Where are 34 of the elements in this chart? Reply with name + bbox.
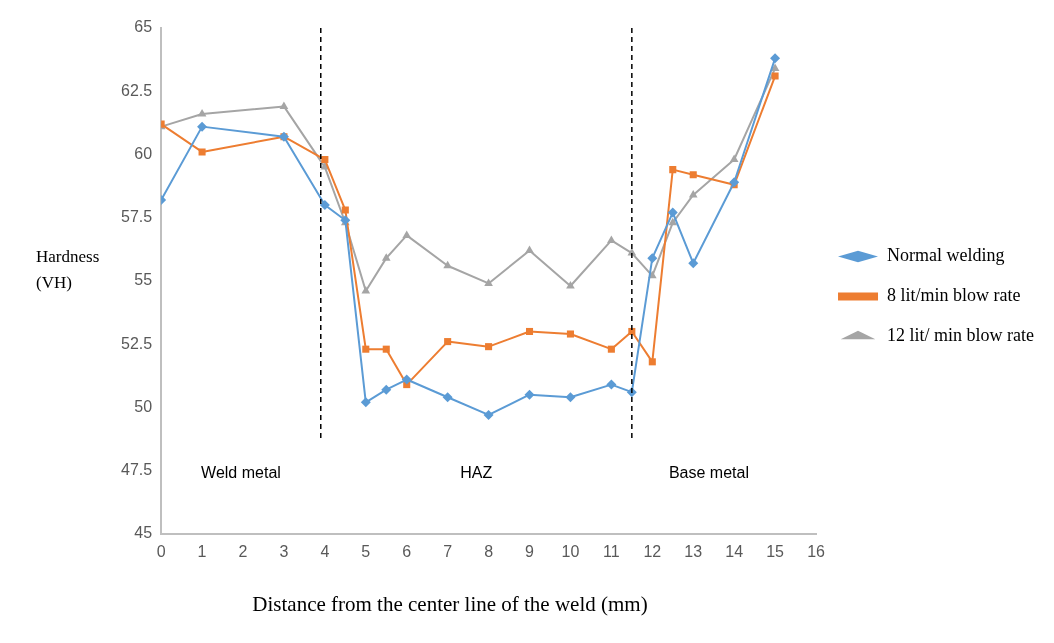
y-tick-label: 50 <box>134 397 153 415</box>
x-tick-label: 7 <box>443 542 453 560</box>
x-tick-label: 0 <box>156 542 166 560</box>
x-tick-label: 4 <box>320 542 330 560</box>
x-tick-label: 1 <box>197 542 207 560</box>
x-tick-label: 10 <box>561 542 580 560</box>
x-tick-label: 14 <box>725 542 744 560</box>
x-tick-label: 2 <box>238 542 248 560</box>
x-tick-label: 9 <box>525 542 535 560</box>
annotation: Base metal <box>668 464 749 482</box>
y-tick-label: 52.5 <box>121 334 153 352</box>
legend-label: 12 lit/ min blow rate <box>887 325 1035 346</box>
y-tick-label: 55 <box>134 271 153 289</box>
x-tick-label: 15 <box>766 542 785 560</box>
x-tick-label: 13 <box>684 542 703 560</box>
legend-label: 8 lit/min blow rate <box>887 285 1021 306</box>
x-tick-label: 6 <box>402 542 412 560</box>
legend-label: Normal welding <box>887 245 1005 266</box>
x-axis-title: Distance from the center line of the weld (mm) <box>251 592 649 617</box>
annotation: HAZ <box>460 464 493 482</box>
x-tick-label: 3 <box>279 542 289 560</box>
x-tick-label: 8 <box>484 542 494 560</box>
x-tick-label: 11 <box>603 542 620 560</box>
y-axis-title: Hardness (VH) <box>36 246 101 294</box>
y-tick-label: 45 <box>134 524 153 542</box>
x-tick-label: 5 <box>361 542 371 560</box>
y-tick-label: 57.5 <box>121 208 153 226</box>
y-tick-label: 65 <box>134 18 153 36</box>
x-tick-label: 16 <box>807 542 826 560</box>
y-tick-label: 60 <box>134 144 153 162</box>
x-tick-label: 12 <box>643 542 662 560</box>
y-tick-label: 62.5 <box>121 81 153 99</box>
annotation: Weld metal <box>201 464 281 482</box>
y-tick-label: 47.5 <box>121 460 153 478</box>
